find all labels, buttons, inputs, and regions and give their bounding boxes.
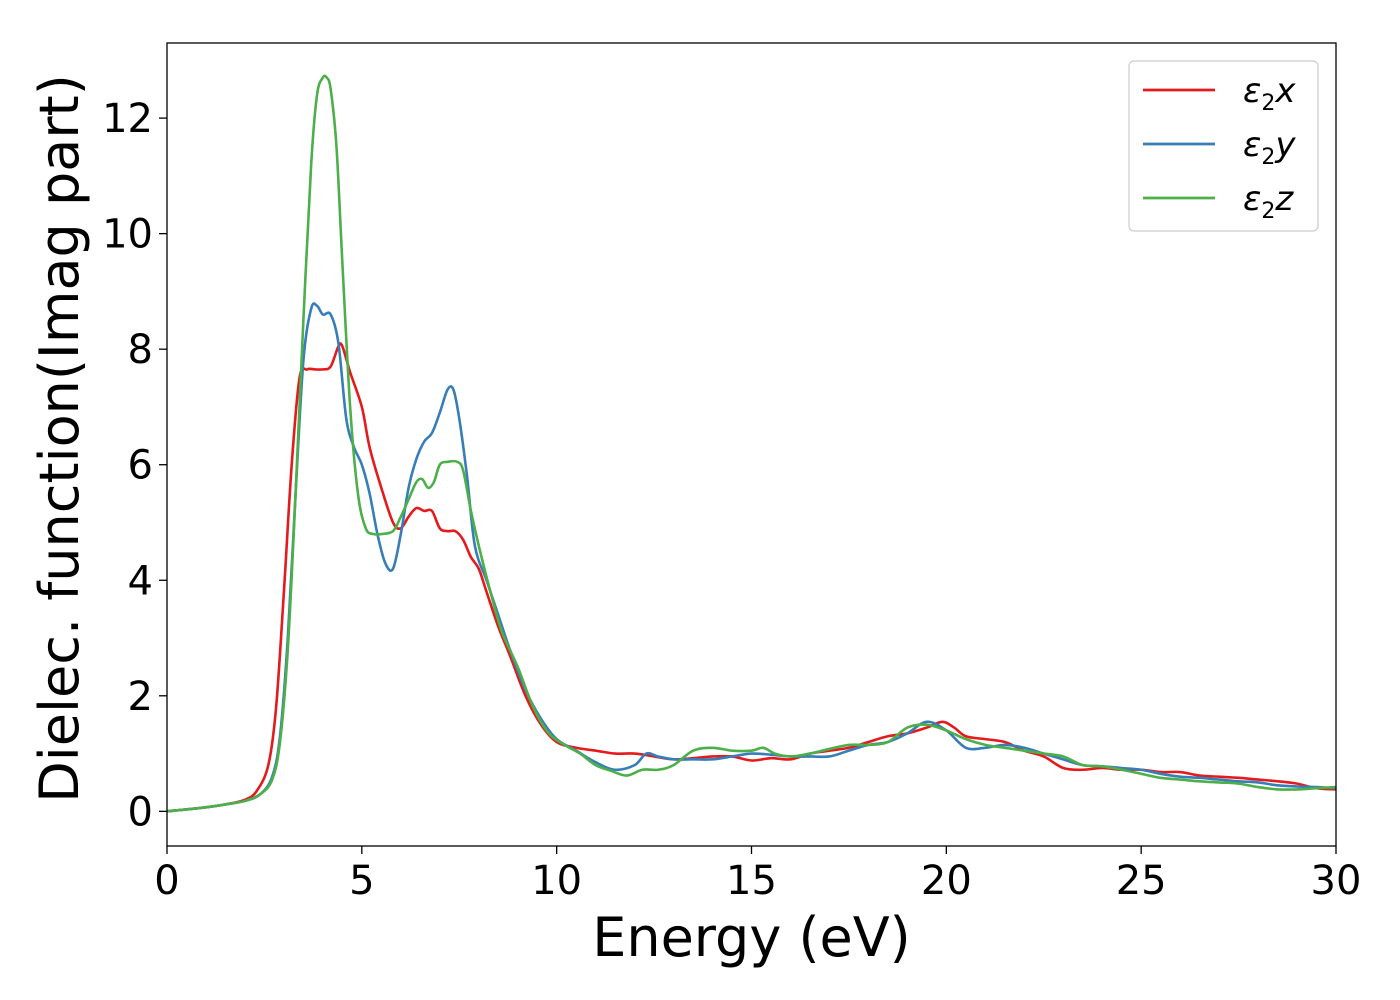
- y-tick-label: 2: [128, 674, 153, 720]
- x-tick-label: 15: [726, 858, 777, 904]
- x-tick-label: 10: [531, 858, 582, 904]
- y-tick-label: 6: [128, 443, 153, 489]
- legend-label-z: ε2z: [1243, 179, 1294, 224]
- legend: ε2x ε2y ε2z: [1128, 60, 1319, 232]
- y-axis: 0 2 4 6 8 10 12: [102, 96, 167, 835]
- x-tick-label: 20: [921, 858, 972, 904]
- series-line-z: [167, 74, 1336, 813]
- x-tick-label: 25: [1116, 858, 1167, 904]
- series-line-x: [167, 342, 1336, 813]
- y-tick-label: 10: [102, 212, 153, 258]
- legend-label-y: ε2y: [1243, 125, 1296, 170]
- legend-label-x: ε2x: [1243, 71, 1296, 116]
- x-axis: 0 5 10 15 20 25 30: [154, 846, 1361, 904]
- x-tick-label: 5: [349, 858, 374, 904]
- x-tick-label: 0: [154, 858, 179, 904]
- x-axis-title: Energy (eV): [592, 906, 911, 969]
- y-tick-label: 4: [128, 558, 153, 604]
- legend-box: [1128, 60, 1319, 232]
- y-tick-label: 12: [102, 96, 153, 142]
- y-tick-label: 0: [128, 789, 153, 835]
- series-layer: [167, 74, 1336, 813]
- x-tick-label: 30: [1311, 858, 1362, 904]
- y-axis-title: Dielec. function(Imag part): [28, 74, 91, 803]
- y-tick-label: 8: [128, 327, 153, 373]
